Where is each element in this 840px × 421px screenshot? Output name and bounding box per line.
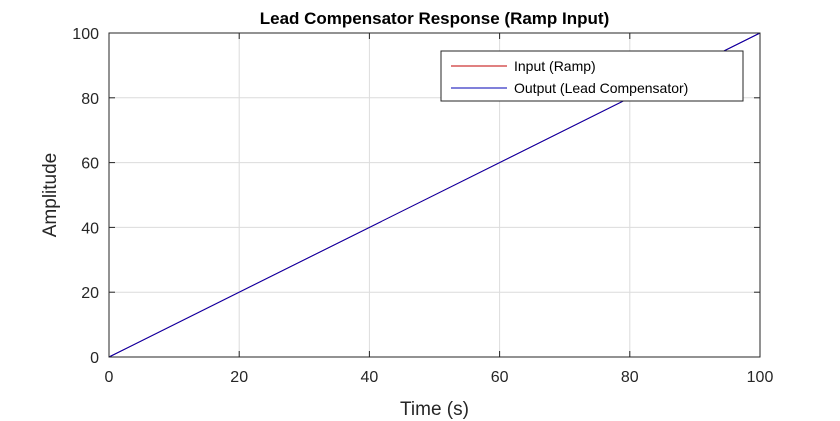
legend-entry-1: Input (Ramp)	[514, 58, 596, 74]
chart-title: Lead Compensator Response (Ramp Input)	[260, 9, 609, 28]
y-tick-label: 80	[81, 91, 99, 108]
y-tick-label: 0	[90, 350, 99, 367]
x-tick-label: 40	[361, 369, 379, 386]
x-tick-label: 60	[491, 369, 509, 386]
x-tick-label: 100	[747, 369, 774, 386]
plot-frame	[108, 32, 761, 358]
x-axis-label: Time (s)	[400, 399, 469, 420]
x-tick-label: 80	[621, 369, 639, 386]
y-tick-label: 40	[81, 220, 99, 237]
ticks: 0 20 40 60 80 100 0 20 40 60 80 100	[72, 26, 773, 386]
y-tick-label: 100	[72, 26, 99, 43]
legend-box	[440, 50, 744, 102]
y-tick-label: 60	[81, 156, 99, 173]
legend: Input (Ramp) Output (Lead Compensator)	[440, 50, 744, 102]
y-tick-label: 20	[81, 285, 99, 302]
x-tick-label: 0	[105, 369, 114, 386]
legend-entry-2: Output (Lead Compensator)	[514, 80, 688, 96]
y-axis-label: Amplitude	[40, 153, 61, 238]
x-tick-label: 20	[230, 369, 248, 386]
